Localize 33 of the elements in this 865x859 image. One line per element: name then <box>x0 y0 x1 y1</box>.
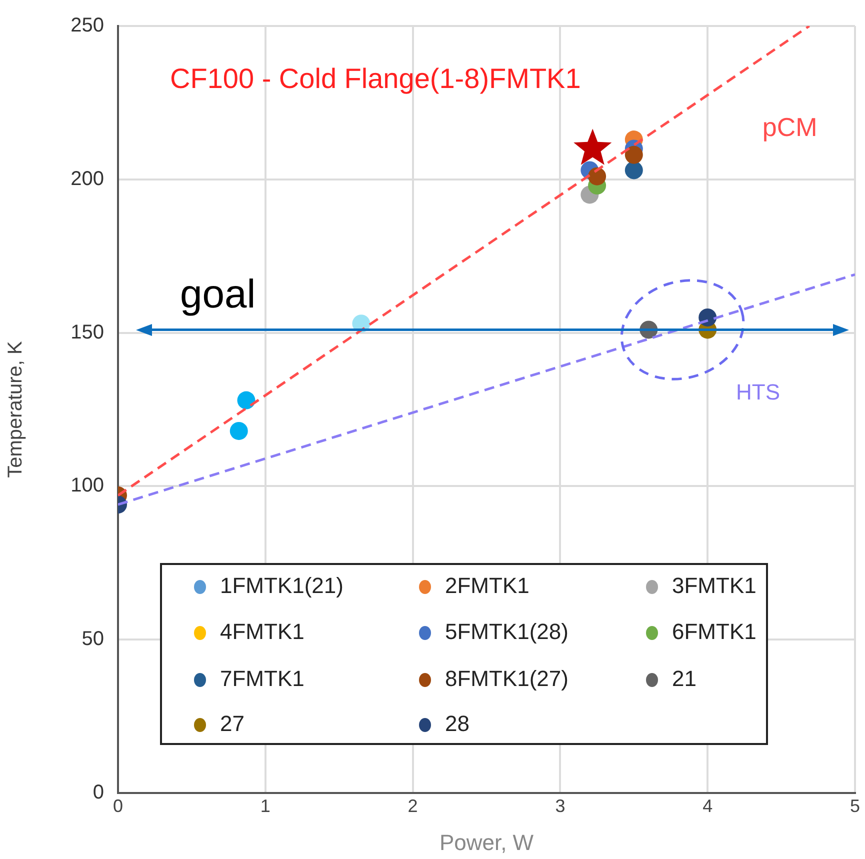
text: CF100 - Cold Flange(1-8)FMTK1 <box>170 63 581 94</box>
x-tick-label: 4 <box>702 796 713 816</box>
y-tick-label: 50 <box>82 628 104 650</box>
legend-label: 6FMTK1 <box>672 619 756 644</box>
y-tick-label: 200 <box>70 168 104 190</box>
point <box>237 391 256 410</box>
point <box>624 161 643 180</box>
legend-label: 21 <box>672 666 696 691</box>
series-label: pCM <box>762 112 818 142</box>
legend-label: 2FMTK1 <box>445 573 530 598</box>
x-tick-label: 2 <box>408 796 418 816</box>
text: HTS <box>736 380 780 405</box>
x-tick-label: 5 <box>850 796 860 816</box>
y-tick-label: 100 <box>70 474 104 497</box>
point <box>624 146 643 164</box>
legend-label: 4FMTK1 <box>220 619 304 644</box>
y-tick-label: 150 <box>70 321 104 344</box>
y-axis-title: Temperature, K <box>4 340 27 478</box>
x-axis-title: Power, W <box>439 830 534 855</box>
point <box>230 422 248 440</box>
legend-label: 8FMTK1(27) <box>445 666 568 691</box>
legend-label: 27 <box>220 711 244 736</box>
legend-label: 5FMTK1(28) <box>445 619 568 644</box>
x-tick-label: 1 <box>260 796 270 816</box>
y-tick-label: 250 <box>70 14 104 37</box>
ref-line-label: goal <box>180 272 256 317</box>
legend-label: 28 <box>445 711 470 736</box>
x-tick-label: 0 <box>112 796 124 816</box>
point <box>588 167 606 186</box>
legend-label: 3FMTK1 <box>672 573 756 598</box>
legend-label: 1FMTK1(21) <box>220 573 344 598</box>
x-tick-label: 3 <box>555 796 566 816</box>
legend-label: 7FMTK1 <box>220 666 304 691</box>
